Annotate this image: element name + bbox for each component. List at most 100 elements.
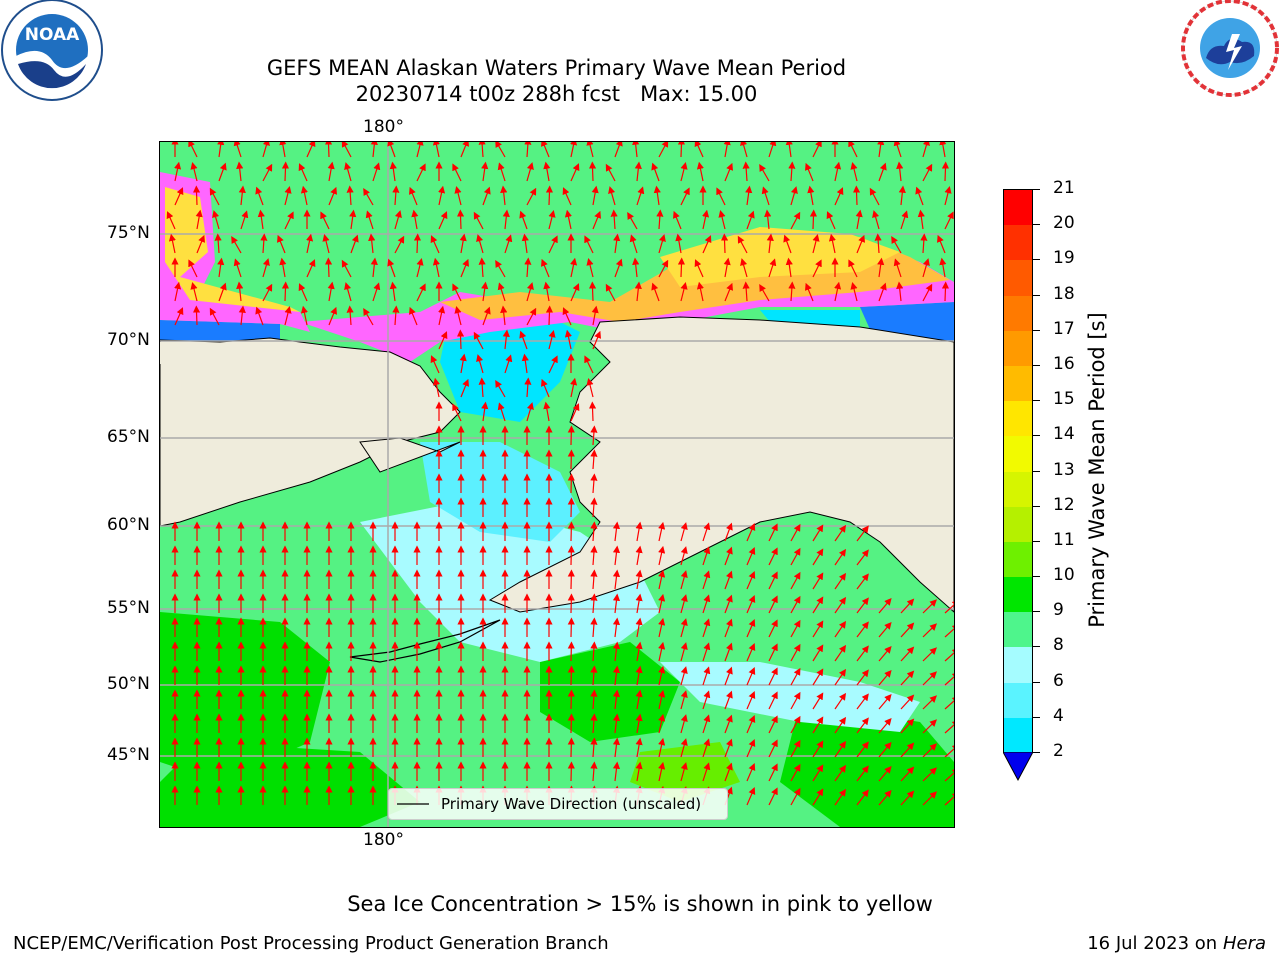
wave-direction-arrow [900, 766, 915, 782]
colorbar-tick-mark [1033, 294, 1040, 296]
wave-direction-arrow [495, 379, 506, 398]
wave-direction-arrow [680, 187, 690, 206]
colorbar-block [1004, 401, 1032, 437]
wave-direction-arrow [920, 233, 928, 254]
wave-direction-arrow [327, 281, 335, 302]
wave-direction-arrow [481, 161, 489, 182]
wave-direction-arrow [812, 716, 824, 734]
wave-direction-arrow [218, 162, 227, 182]
wave-direction-arrow [478, 142, 486, 158]
wave-direction-arrow [306, 233, 314, 254]
wave-direction-arrow [541, 142, 550, 158]
wave-direction-arrow [346, 305, 354, 326]
wave-direction-arrow [790, 619, 801, 638]
wave-direction-arrow [459, 233, 467, 254]
wave-direction-arrow [432, 257, 440, 278]
wave-direction-arrow [526, 187, 537, 206]
wave-direction-arrow [482, 186, 491, 206]
wave-direction-arrow [564, 329, 572, 350]
wave-direction-arrow [834, 572, 847, 590]
colorbar-block [1004, 717, 1032, 754]
wave-direction-arrow [590, 593, 598, 614]
colorbar-block [1004, 577, 1032, 613]
wave-direction-arrow [702, 642, 711, 662]
wave-direction-arrow [459, 353, 467, 374]
wave-direction-arrow [363, 307, 374, 326]
wave-direction-arrow [702, 714, 711, 734]
wave-direction-arrow [548, 355, 558, 374]
wave-direction-arrow [680, 642, 688, 662]
wave-direction-arrow [416, 163, 426, 182]
footer-right: 16 Jul 2023 on Hera [1087, 933, 1266, 954]
wave-direction-arrow [324, 142, 333, 158]
wave-direction-arrow [279, 257, 287, 278]
chart-title: GEFS MEAN Alaskan Waters Primary Wave Me… [266, 56, 847, 80]
wave-direction-arrow [300, 305, 308, 326]
wave-direction-arrow [856, 621, 869, 638]
wave-direction-arrow [696, 281, 704, 302]
wave-direction-arrow [856, 645, 869, 662]
wave-direction-arrow [768, 571, 778, 590]
wave-direction-arrow [746, 546, 756, 566]
map-legend: Primary Wave Direction (unscaled) [388, 788, 728, 820]
wave-direction-arrow [605, 163, 616, 182]
wave-direction-arrow [195, 209, 203, 230]
wave-direction-arrow [658, 259, 669, 278]
wave-direction-arrow [236, 161, 244, 182]
wave-direction-arrow [900, 790, 915, 806]
wave-direction-arrow [922, 695, 937, 710]
wave-direction-arrow [834, 788, 847, 806]
lat-label-70: 70°N [107, 330, 150, 350]
wave-direction-arrow [878, 645, 892, 662]
wave-direction-arrow [785, 142, 793, 158]
colorbar-tick-mark [1033, 716, 1040, 718]
colorbar [1003, 189, 1033, 754]
wave-direction-arrow [570, 403, 580, 422]
wave-direction-arrow [627, 211, 638, 230]
wave-direction-arrow [834, 161, 842, 182]
colorbar-tick-mark [1033, 329, 1040, 331]
wave-direction-arrow [680, 162, 688, 182]
wave-direction-arrow [635, 569, 643, 590]
wave-direction-arrow [893, 142, 902, 158]
wave-direction-arrow [878, 765, 892, 782]
wave-direction-arrow [702, 522, 711, 542]
wave-direction-arrow [349, 209, 357, 230]
wave-direction-arrow [524, 142, 532, 158]
wave-direction-arrow [834, 524, 847, 542]
wave-direction-arrow [653, 185, 661, 206]
legend-line-swatch [397, 803, 429, 805]
wave-direction-arrow [746, 690, 756, 710]
wave-direction-arrow [260, 233, 268, 254]
wave-direction-arrow [214, 233, 222, 254]
wave-direction-arrow [614, 258, 623, 278]
wave-direction-arrow [370, 142, 378, 158]
wave-direction-arrow [922, 163, 933, 182]
wave-direction-arrow [262, 283, 273, 302]
wave-direction-arrow [473, 331, 484, 350]
colorbar-block [1004, 541, 1032, 578]
wave-direction-arrow [746, 570, 756, 590]
wave-direction-arrow [896, 281, 904, 302]
wave-direction-arrow [724, 642, 733, 662]
wave-direction-arrow [438, 211, 448, 230]
wave-direction-arrow [478, 257, 486, 278]
wave-direction-arrow [481, 401, 489, 422]
wave-direction-arrow [658, 641, 666, 662]
wave-direction-arrow [680, 714, 688, 734]
lat-label-55: 55°N [107, 598, 150, 618]
wave-direction-arrow [768, 667, 778, 686]
wave-direction-arrow [548, 210, 556, 230]
wave-direction-arrow [605, 283, 616, 302]
wave-direction-arrow [723, 142, 731, 158]
wave-direction-arrow [174, 281, 182, 302]
wave-direction-arrow [937, 234, 946, 254]
wave-direction-arrow [590, 473, 598, 494]
wave-direction-arrow [746, 642, 756, 662]
wave-direction-arrow [834, 764, 847, 782]
lat-label-65: 65°N [107, 427, 150, 447]
wave-direction-arrow [768, 643, 778, 662]
wave-direction-arrow [805, 162, 814, 182]
wave-direction-arrow [590, 521, 598, 542]
wave-direction-arrow [680, 570, 688, 590]
